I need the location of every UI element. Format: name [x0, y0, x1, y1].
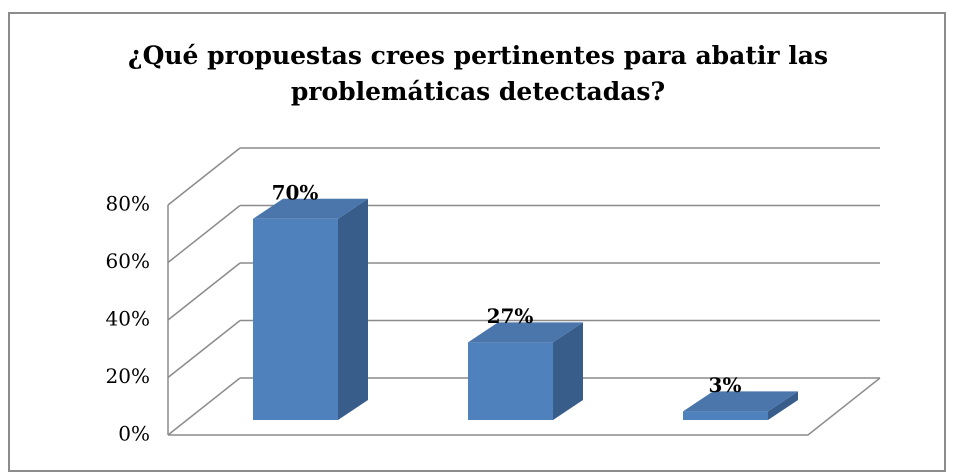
- bar-side: [768, 391, 798, 420]
- chart-title: ¿Qué propuestas crees pertinentes para a…: [127, 41, 829, 106]
- grid-line: [167, 262, 241, 321]
- bar: [253, 218, 338, 420]
- y-tick-label: 20%: [106, 364, 150, 388]
- bar-side: [553, 322, 583, 420]
- value-label: 70%: [272, 180, 319, 204]
- grid-line: [167, 204, 241, 264]
- bar: [468, 342, 553, 420]
- floor: [168, 377, 881, 436]
- page: ¿Qué propuestas crees pertinentes para a…: [8, 12, 946, 472]
- bar-side: [338, 198, 368, 420]
- chart: 0% 20% 40% 60% 80% 70% 27% 3%: [106, 147, 881, 446]
- grid-line: [167, 377, 241, 436]
- value-label: 3%: [709, 373, 742, 397]
- grid-line: [167, 319, 241, 379]
- y-tick-label: 60%: [106, 249, 150, 273]
- bar-top: [468, 322, 583, 343]
- bar-top: [253, 198, 368, 219]
- y-tick-label: 80%: [106, 192, 150, 216]
- grid-line: [167, 147, 241, 206]
- bar: [683, 411, 768, 420]
- value-label: 27%: [487, 304, 534, 328]
- y-tick-label: 0%: [118, 422, 150, 446]
- bar-top: [683, 391, 798, 412]
- y-tick-label: 40%: [106, 307, 150, 331]
